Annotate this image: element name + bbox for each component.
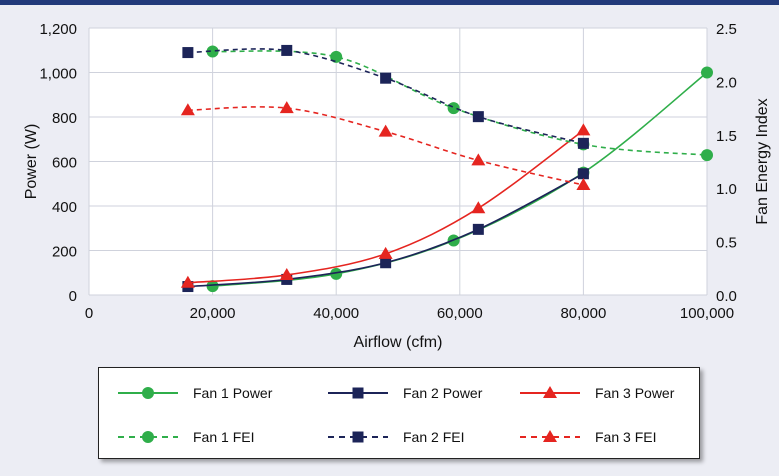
y-tick-label: 400 xyxy=(52,199,77,216)
y2-tick-label: 0.5 xyxy=(716,235,737,252)
data-point-circle xyxy=(330,50,343,63)
data-point-square xyxy=(380,257,392,269)
x-tick-label: 0 xyxy=(85,305,93,322)
x-axis-title: Airflow (cfm) xyxy=(354,334,443,351)
data-point-triangle xyxy=(180,103,195,116)
y2-tick-label: 2.5 xyxy=(716,21,737,38)
legend xyxy=(98,367,700,459)
data-point-triangle xyxy=(576,177,591,190)
legend-marker xyxy=(543,430,557,442)
data-point-circle xyxy=(330,267,343,280)
legend-marker xyxy=(142,387,154,399)
data-point-triangle xyxy=(576,123,591,136)
legend-label: Fan 1 FEI xyxy=(193,429,254,445)
data-point-square xyxy=(577,168,589,180)
legend-marker xyxy=(543,386,557,398)
data-point-square xyxy=(380,72,392,84)
data-point-square xyxy=(472,111,484,123)
legend-label: Fan 3 FEI xyxy=(595,429,656,445)
y-tick-label: 200 xyxy=(52,244,77,261)
data-point-triangle xyxy=(279,267,294,280)
legend-label: Fan 1 Power xyxy=(193,385,273,401)
data-point-circle xyxy=(206,45,219,58)
x-tick-label: 20,000 xyxy=(190,305,236,322)
y-tick-label: 1,200 xyxy=(39,21,77,38)
y-tick-label: 800 xyxy=(52,110,77,127)
y2-tick-label: 1.5 xyxy=(716,128,737,145)
data-point-circle xyxy=(447,102,460,115)
y2-axis-title: Fan Energy Index xyxy=(754,98,771,224)
data-point-triangle xyxy=(378,246,393,259)
y-axis-title: Power (W) xyxy=(23,124,40,200)
legend-marker xyxy=(142,431,154,443)
x-tick-label: 40,000 xyxy=(313,305,359,322)
data-point-square xyxy=(577,137,589,149)
data-point-triangle xyxy=(471,153,486,166)
y2-tick-label: 1.0 xyxy=(716,181,737,198)
legend-marker xyxy=(352,431,364,443)
data-point-triangle xyxy=(279,101,294,114)
y2-tick-label: 0.0 xyxy=(716,288,737,305)
y-tick-label: 0 xyxy=(69,288,77,305)
legend-label: Fan 3 Power xyxy=(595,385,675,401)
data-point-triangle xyxy=(180,275,195,288)
data-point-circle xyxy=(701,66,713,79)
y-tick-label: 1,000 xyxy=(39,66,77,83)
legend-marker xyxy=(352,387,364,399)
x-tick-label: 60,000 xyxy=(437,305,483,322)
data-point-circle xyxy=(701,149,713,162)
data-point-square xyxy=(281,44,293,56)
data-point-square xyxy=(182,47,194,59)
y-tick-label: 600 xyxy=(52,155,77,172)
data-point-triangle xyxy=(471,201,486,214)
legend-label: Fan 2 Power xyxy=(403,385,483,401)
legend-label: Fan 2 FEI xyxy=(403,429,464,445)
data-point-square xyxy=(472,223,484,235)
data-point-triangle xyxy=(378,124,393,137)
x-tick-label: 100,000 xyxy=(680,305,734,322)
data-point-circle xyxy=(206,280,219,293)
y2-tick-label: 2.0 xyxy=(716,74,737,91)
x-tick-label: 80,000 xyxy=(560,305,606,322)
